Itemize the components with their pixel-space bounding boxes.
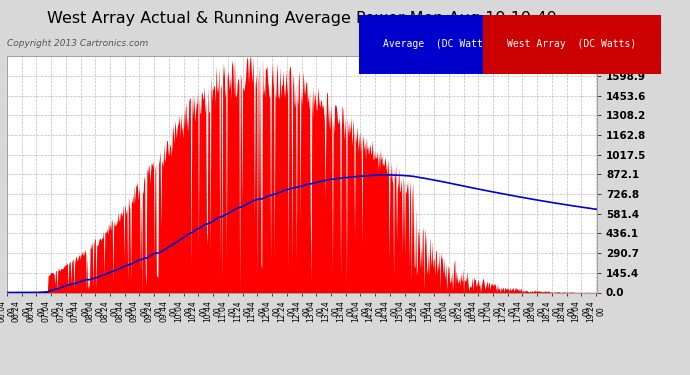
Text: West Array Actual & Running Average Power Mon Aug 19 19:40: West Array Actual & Running Average Powe… bbox=[47, 11, 557, 26]
Text: Average  (DC Watts): Average (DC Watts) bbox=[383, 39, 495, 50]
Text: West Array  (DC Watts): West Array (DC Watts) bbox=[507, 39, 636, 50]
Text: Copyright 2013 Cartronics.com: Copyright 2013 Cartronics.com bbox=[7, 39, 148, 48]
